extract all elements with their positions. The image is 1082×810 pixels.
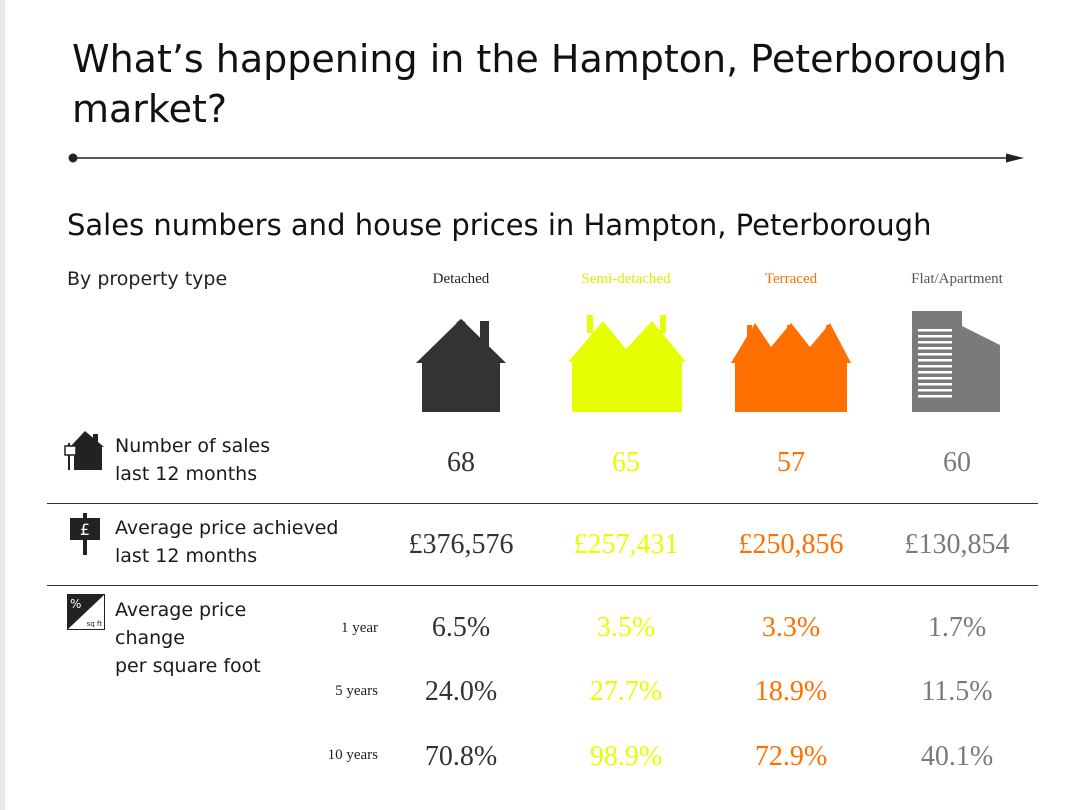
avg-price-value-semi-detached: £257,431 <box>573 529 679 560</box>
column-header-flat-apartment: Flat/Apartment <box>911 271 1003 287</box>
sales-row-label: Number of sales last 12 months <box>115 432 270 488</box>
row-divider <box>47 503 1038 504</box>
change-10y-detached: 70.8% <box>424 741 498 772</box>
change-1y-flat-apartment: 1.7% <box>927 612 987 643</box>
sales-value-detached: 68 <box>447 447 475 478</box>
avg-price-value-detached: £376,576 <box>408 529 514 560</box>
period-label-5-years: 5 years <box>335 683 378 699</box>
price-change-label-line3: per square foot <box>115 655 261 677</box>
pound-sign-icon: £ <box>70 513 100 555</box>
terraced-house-icon <box>731 323 851 412</box>
column-header-terraced: Terraced <box>764 271 818 287</box>
sales-value-semi-detached: 65 <box>612 447 640 478</box>
flat-apartment-icon <box>912 311 1000 412</box>
house-for-sale-sign-icon <box>64 431 104 470</box>
change-1y-terraced: 3.3% <box>761 612 821 643</box>
sales-value-terraced: 57 <box>777 447 805 478</box>
detached-house-icon <box>416 319 506 412</box>
change-1y-semi-detached: 3.5% <box>596 612 656 643</box>
arrow-divider <box>68 153 1024 163</box>
avg-price-value-terraced: £250,856 <box>738 529 844 560</box>
column-header-detached: Detached <box>432 271 490 287</box>
change-5y-terraced: 18.9% <box>754 676 828 707</box>
svg-text:£: £ <box>80 520 90 539</box>
page-title: What’s happening in the Hampton, Peterbo… <box>72 37 1007 131</box>
change-5y-flat-apartment: 11.5% <box>921 676 993 707</box>
sales-label-line2: last 12 months <box>115 463 258 485</box>
period-label-1-year: 1 year <box>340 620 378 636</box>
section-subtitle: Sales numbers and house prices in Hampto… <box>67 208 932 242</box>
change-5y-semi-detached: 27.7% <box>589 676 663 707</box>
price-change-row-label: Average price change per square foot <box>115 596 261 680</box>
left-edge-bar <box>0 0 5 810</box>
by-property-type-label: By property type <box>67 268 228 290</box>
change-10y-flat-apartment: 40.1% <box>920 741 994 772</box>
change-5y-detached: 24.0% <box>424 676 498 707</box>
sales-label-line1: Number of sales <box>115 435 271 457</box>
percent-per-sq-ft-icon: % sq ft <box>67 594 105 630</box>
avg-price-label-line2: last 12 months <box>115 545 258 567</box>
sq-ft-icon-text: sq ft <box>87 620 103 628</box>
avg-price-row-label: Average price achieved last 12 months <box>115 514 338 570</box>
sales-value-flat-apartment: 60 <box>943 447 971 478</box>
change-10y-terraced: 72.9% <box>754 741 828 772</box>
column-header-semi-detached: Semi-detached <box>581 271 671 287</box>
row-divider <box>47 585 1038 586</box>
semi-detached-house-icon <box>568 315 686 412</box>
price-change-label-line1: Average price <box>115 599 247 621</box>
avg-price-value-flat-apartment: £130,854 <box>904 529 1010 560</box>
percent-icon-text: % <box>70 597 81 611</box>
change-1y-detached: 6.5% <box>431 612 491 643</box>
price-change-label-line2: change <box>115 627 185 649</box>
change-10y-semi-detached: 98.9% <box>589 741 663 772</box>
period-label-10-years: 10 years <box>327 747 378 763</box>
avg-price-label-line1: Average price achieved <box>115 517 339 539</box>
